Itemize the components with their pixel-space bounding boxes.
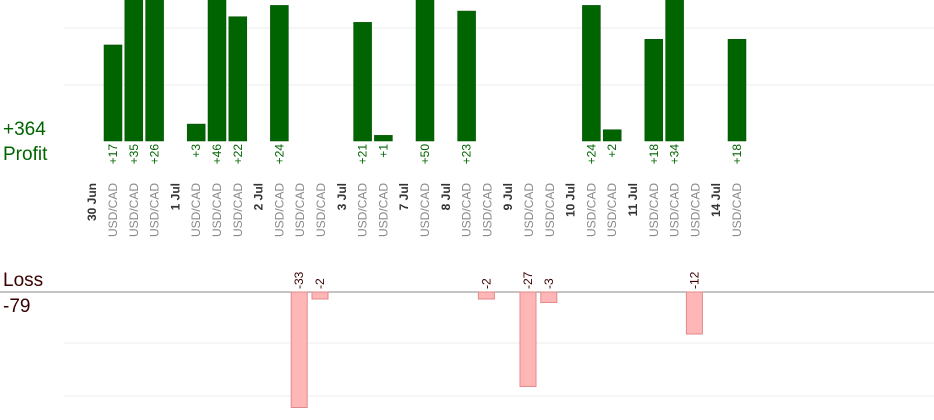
loss-bar — [477, 291, 495, 300]
date-label: 3 Jul — [335, 183, 349, 210]
loss-value-label: -12 — [687, 271, 701, 289]
profit-value-label: +21 — [356, 144, 370, 165]
pair-label: USD/CAD — [356, 183, 370, 237]
date-label: 9 Jul — [501, 183, 515, 210]
pair-label: USD/CAD — [189, 183, 203, 237]
pair-label: USD/CAD — [210, 183, 224, 237]
profit-bar — [270, 5, 289, 142]
loss-bar — [519, 291, 537, 387]
date-label: 8 Jul — [439, 183, 453, 210]
pair-label: USD/CAD — [314, 183, 328, 237]
pair-label: USD/CAD — [376, 183, 390, 237]
pair-label: USD/CAD — [231, 183, 245, 237]
pair-label: USD/CAD — [522, 183, 536, 237]
profit-bar — [145, 0, 164, 142]
pair-label: USD/CAD — [460, 183, 474, 237]
profit-bar — [374, 135, 393, 142]
profit-bar — [602, 129, 622, 142]
loss-bar — [540, 291, 558, 303]
profit-value-label: +18 — [730, 144, 744, 165]
pair-label: USD/CAD — [605, 183, 619, 237]
profit-bar — [103, 44, 123, 142]
profit-value-label: +46 — [210, 144, 224, 165]
loss-total: -79 — [3, 296, 31, 317]
profit-value-label: +22 — [231, 144, 245, 165]
profit-bar — [353, 22, 372, 142]
profit-label: Profit — [3, 144, 48, 165]
profit-bar — [228, 16, 248, 142]
pair-label: USD/CAD — [688, 183, 702, 237]
date-label: 11 Jul — [626, 183, 640, 216]
loss-value-label: -2 — [479, 278, 493, 289]
profit-bar — [582, 5, 601, 142]
date-label: 2 Jul — [252, 183, 266, 210]
loss-bar — [311, 291, 329, 300]
loss-value-label: -27 — [521, 271, 535, 289]
pair-label: USD/CAD — [647, 183, 661, 237]
loss-value-label: -33 — [292, 271, 306, 289]
loss-bar — [685, 291, 703, 335]
date-label: 10 Jul — [564, 183, 578, 217]
bar-layer — [103, 0, 747, 408]
profit-bar — [186, 123, 206, 142]
profit-value-label: +24 — [584, 144, 598, 165]
profit-bar — [644, 39, 664, 142]
pair-label: USD/CAD — [106, 183, 120, 237]
profit-bar — [457, 10, 476, 142]
profit-bar — [415, 0, 435, 142]
pair-label: USD/CAD — [272, 183, 286, 237]
profit-value-label: +17 — [106, 144, 120, 165]
profit-value-label: +23 — [460, 144, 474, 165]
profit-value-label: +24 — [272, 144, 286, 165]
profit-bar — [665, 0, 684, 142]
loss-value-label: -3 — [542, 278, 556, 289]
pair-label: USD/CAD — [584, 183, 598, 237]
pair-label: USD/CAD — [730, 183, 744, 237]
profit-value-label: +26 — [148, 144, 162, 165]
profit-value-label: +50 — [418, 144, 432, 165]
date-label: 7 Jul — [397, 183, 411, 210]
date-label: 14 Jul — [709, 183, 723, 217]
pair-label: USD/CAD — [480, 183, 494, 237]
profit-value-label: +3 — [189, 144, 203, 158]
loss-bar — [290, 291, 308, 408]
pair-label: USD/CAD — [293, 183, 307, 237]
pair-label: USD/CAD — [543, 183, 557, 237]
pair-label: USD/CAD — [148, 183, 162, 237]
profit-bar — [727, 39, 747, 142]
pair-label: USD/CAD — [127, 183, 141, 237]
loss-value-label: -2 — [313, 278, 327, 289]
profit-value-label: +1 — [376, 144, 390, 158]
profit-value-label: +35 — [127, 144, 141, 165]
loss-label: Loss — [3, 270, 44, 291]
date-label: 30 Jun — [85, 183, 99, 221]
date-label: 1 Jul — [168, 183, 182, 210]
profit-total: +364 — [3, 119, 46, 140]
profit-value-label: +18 — [647, 144, 661, 165]
label-layer: 30 Jun 1 Jul 2 Jul 3 Jul 7 Jul 8 Jul 9 Jul 10 J… — [85, 144, 744, 289]
profit-value-label: +2 — [605, 144, 619, 158]
pair-label: USD/CAD — [418, 183, 432, 237]
profit-bar — [207, 0, 227, 142]
profit-bar — [124, 0, 144, 142]
pair-label: USD/CAD — [668, 183, 682, 237]
profit-value-label: +34 — [668, 144, 682, 165]
